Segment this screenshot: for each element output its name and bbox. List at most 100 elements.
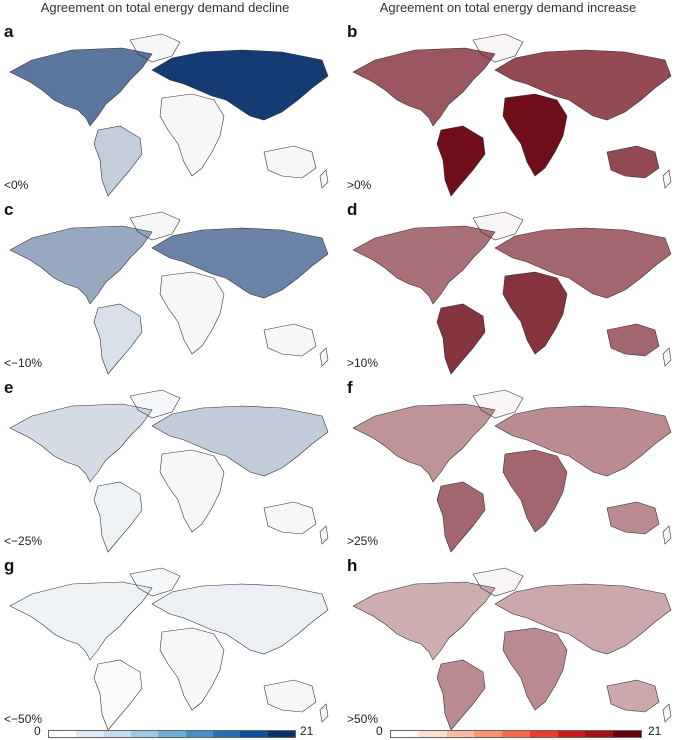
panel-label: e — [4, 378, 14, 397]
newzealand-region — [662, 347, 672, 367]
greenland-region — [129, 33, 181, 63]
colorbar-swatch — [267, 731, 295, 737]
colorbar-left-min: 0 — [34, 724, 41, 738]
map-panel-c: c <−10% — [2, 198, 332, 376]
newzealand-region — [662, 169, 672, 189]
threshold-label: >0% — [347, 178, 372, 192]
world-map — [9, 389, 329, 553]
africa-region — [159, 627, 225, 711]
colorbar-decline — [48, 730, 296, 738]
australia-region — [263, 323, 317, 357]
title-increase: Agreement on total energy demand increas… — [379, 0, 637, 15]
colorbar-right-min: 0 — [376, 724, 383, 738]
world-map — [352, 567, 672, 731]
world-map — [352, 33, 672, 197]
greenland-region — [129, 567, 181, 597]
panel-label: f — [347, 378, 353, 397]
australia-region — [263, 145, 317, 179]
australia-region — [606, 679, 660, 713]
northAmerica-region — [352, 581, 496, 661]
world-map — [352, 211, 672, 375]
newzealand-region — [319, 525, 329, 545]
threshold-label: <−25% — [4, 534, 43, 548]
southAmerica-region — [93, 481, 143, 553]
africa-region — [502, 627, 568, 711]
australia-region — [606, 145, 660, 179]
southAmerica-region — [436, 481, 486, 553]
eurasia-region — [151, 49, 329, 121]
threshold-label: >25% — [347, 534, 379, 548]
colorbar-increase — [390, 730, 642, 738]
northAmerica-region — [352, 225, 496, 305]
colorbar-swatch — [212, 731, 241, 737]
panel-label: g — [4, 556, 15, 575]
colorbar-swatch — [391, 731, 419, 737]
australia-region — [606, 323, 660, 357]
colorbar-swatch — [76, 731, 104, 737]
map-panel-g: g <−50% — [2, 554, 332, 732]
newzealand-region — [662, 703, 672, 723]
newzealand-region — [319, 703, 329, 723]
colorbar-swatch — [585, 731, 614, 737]
northAmerica-region — [9, 403, 153, 483]
greenland-region — [129, 211, 181, 241]
title-decline: Agreement on total energy demand decline — [40, 0, 290, 15]
africa-region — [159, 449, 225, 533]
eurasia-region — [494, 583, 672, 655]
colorbar-swatch — [474, 731, 503, 737]
eurasia-region — [151, 227, 329, 299]
southAmerica-region — [93, 659, 143, 731]
panel-label: c — [4, 200, 14, 219]
threshold-label: <0% — [4, 178, 29, 192]
colorbar-swatch — [613, 731, 642, 737]
colorbar-swatch — [502, 731, 530, 737]
colorbar-swatch — [185, 731, 213, 737]
eurasia-region — [494, 49, 672, 121]
newzealand-region — [662, 525, 672, 545]
southAmerica-region — [436, 303, 486, 375]
colorbar-swatch — [158, 731, 186, 737]
eurasia-region — [494, 227, 672, 299]
colorbar-swatch — [418, 731, 447, 737]
southAmerica-region — [436, 125, 486, 197]
threshold-label: <−50% — [4, 712, 43, 726]
africa-region — [159, 271, 225, 355]
northAmerica-region — [352, 403, 496, 483]
world-map — [9, 211, 329, 375]
colorbar-swatch — [103, 731, 131, 737]
australia-region — [263, 501, 317, 535]
africa-region — [159, 93, 225, 177]
southAmerica-region — [93, 303, 143, 375]
colorbar-swatch — [240, 731, 268, 737]
northAmerica-region — [9, 47, 153, 127]
northAmerica-region — [9, 581, 153, 661]
colorbar-left-max: 21 — [300, 724, 314, 738]
panel-label: b — [347, 22, 358, 41]
southAmerica-region — [436, 659, 486, 731]
greenland-region — [472, 389, 524, 419]
newzealand-region — [319, 347, 329, 367]
world-map — [352, 389, 672, 553]
map-panel-e: e <−25% — [2, 376, 332, 554]
greenland-region — [129, 389, 181, 419]
australia-region — [263, 679, 317, 713]
map-panel-d: d >10% — [345, 198, 675, 376]
map-panel-a: a <0% — [2, 20, 332, 198]
australia-region — [606, 501, 660, 535]
eurasia-region — [151, 405, 329, 477]
panel-label: d — [347, 200, 358, 219]
panel-label: h — [347, 556, 358, 575]
map-panel-f: f >25% — [345, 376, 675, 554]
africa-region — [502, 271, 568, 355]
map-panel-h: h >50% — [345, 554, 675, 732]
panel-label: a — [4, 22, 14, 41]
world-map — [9, 33, 329, 197]
southAmerica-region — [93, 125, 143, 197]
africa-region — [502, 93, 568, 177]
africa-region — [502, 449, 568, 533]
world-map — [9, 567, 329, 731]
greenland-region — [472, 211, 524, 241]
colorbar-right-max: 21 — [648, 724, 662, 738]
threshold-label: <−10% — [4, 356, 43, 370]
colorbar-swatch — [130, 731, 159, 737]
